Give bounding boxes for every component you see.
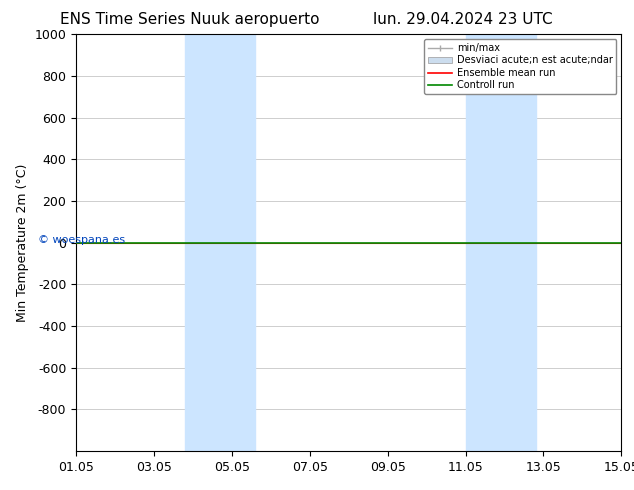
Bar xyxy=(465,34,536,451)
Text: lun. 29.04.2024 23 UTC: lun. 29.04.2024 23 UTC xyxy=(373,12,553,27)
Y-axis label: Min Temperature 2m (°C): Min Temperature 2m (°C) xyxy=(16,163,29,322)
Legend: min/max, Desviaci acute;n est acute;ndar, Ensemble mean run, Controll run: min/max, Desviaci acute;n est acute;ndar… xyxy=(424,39,616,94)
Bar xyxy=(185,34,256,451)
Text: ENS Time Series Nuuk aeropuerto: ENS Time Series Nuuk aeropuerto xyxy=(60,12,320,27)
Text: © woespana.es: © woespana.es xyxy=(37,235,125,245)
